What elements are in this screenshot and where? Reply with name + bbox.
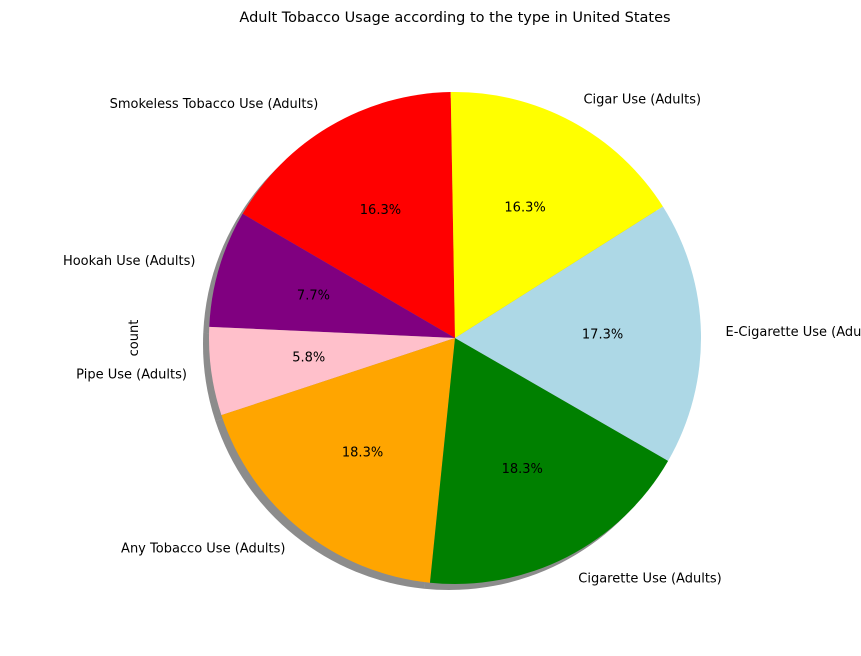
slice-percent-e-cigarette-use-adults: 17.3% [582, 327, 623, 342]
slice-percent-any-tobacco-use-adults: 18.3% [342, 446, 383, 461]
slice-label-e-cigarette-use-adults: E-Cigarette Use (Adults) [726, 325, 861, 340]
pie-slice-pipe-use-adults [208, 326, 455, 416]
slice-label-smokeless-tobacco-use-adults: Smokeless Tobacco Use (Adults) [110, 97, 319, 112]
pie-slice-smokeless-tobacco-use-adults [242, 92, 455, 338]
slice-label-pipe-use-adults: Pipe Use (Adults) [76, 367, 187, 382]
slice-percent-cigar-use-adults: 16.3% [504, 201, 545, 216]
slice-label-hookah-use-adults: Hookah Use (Adults) [63, 254, 196, 269]
slice-percent-hookah-use-adults: 7.7% [297, 289, 330, 304]
chart-title: Adult Tobacco Usage according to the typ… [239, 10, 670, 26]
slice-label-any-tobacco-use-adults: Any Tobacco Use (Adults) [121, 541, 285, 556]
slice-percent-smokeless-tobacco-use-adults: 16.3% [360, 203, 401, 218]
slice-label-cigarette-use-adults: Cigarette Use (Adults) [578, 571, 722, 586]
pie-slice-cigarette-use-adults [429, 338, 669, 584]
y-axis-label: count [127, 320, 142, 357]
slice-percent-pipe-use-adults: 5.8% [292, 351, 325, 366]
pie-slice-cigar-use-adults [450, 92, 663, 338]
pie-slice-any-tobacco-use-adults [221, 338, 455, 583]
pie-labels: Smokeless Tobacco Use (Adults) 16.3% Hooka… [63, 92, 861, 586]
slice-label-cigar-use-adults: Cigar Use (Adults) [583, 92, 701, 107]
pie-slice-e-cigarette-use-adults [455, 206, 701, 461]
pie-slices [208, 92, 701, 584]
slice-percent-cigarette-use-adults: 18.3% [502, 462, 543, 477]
pie-slice-hookah-use-adults [209, 213, 455, 338]
